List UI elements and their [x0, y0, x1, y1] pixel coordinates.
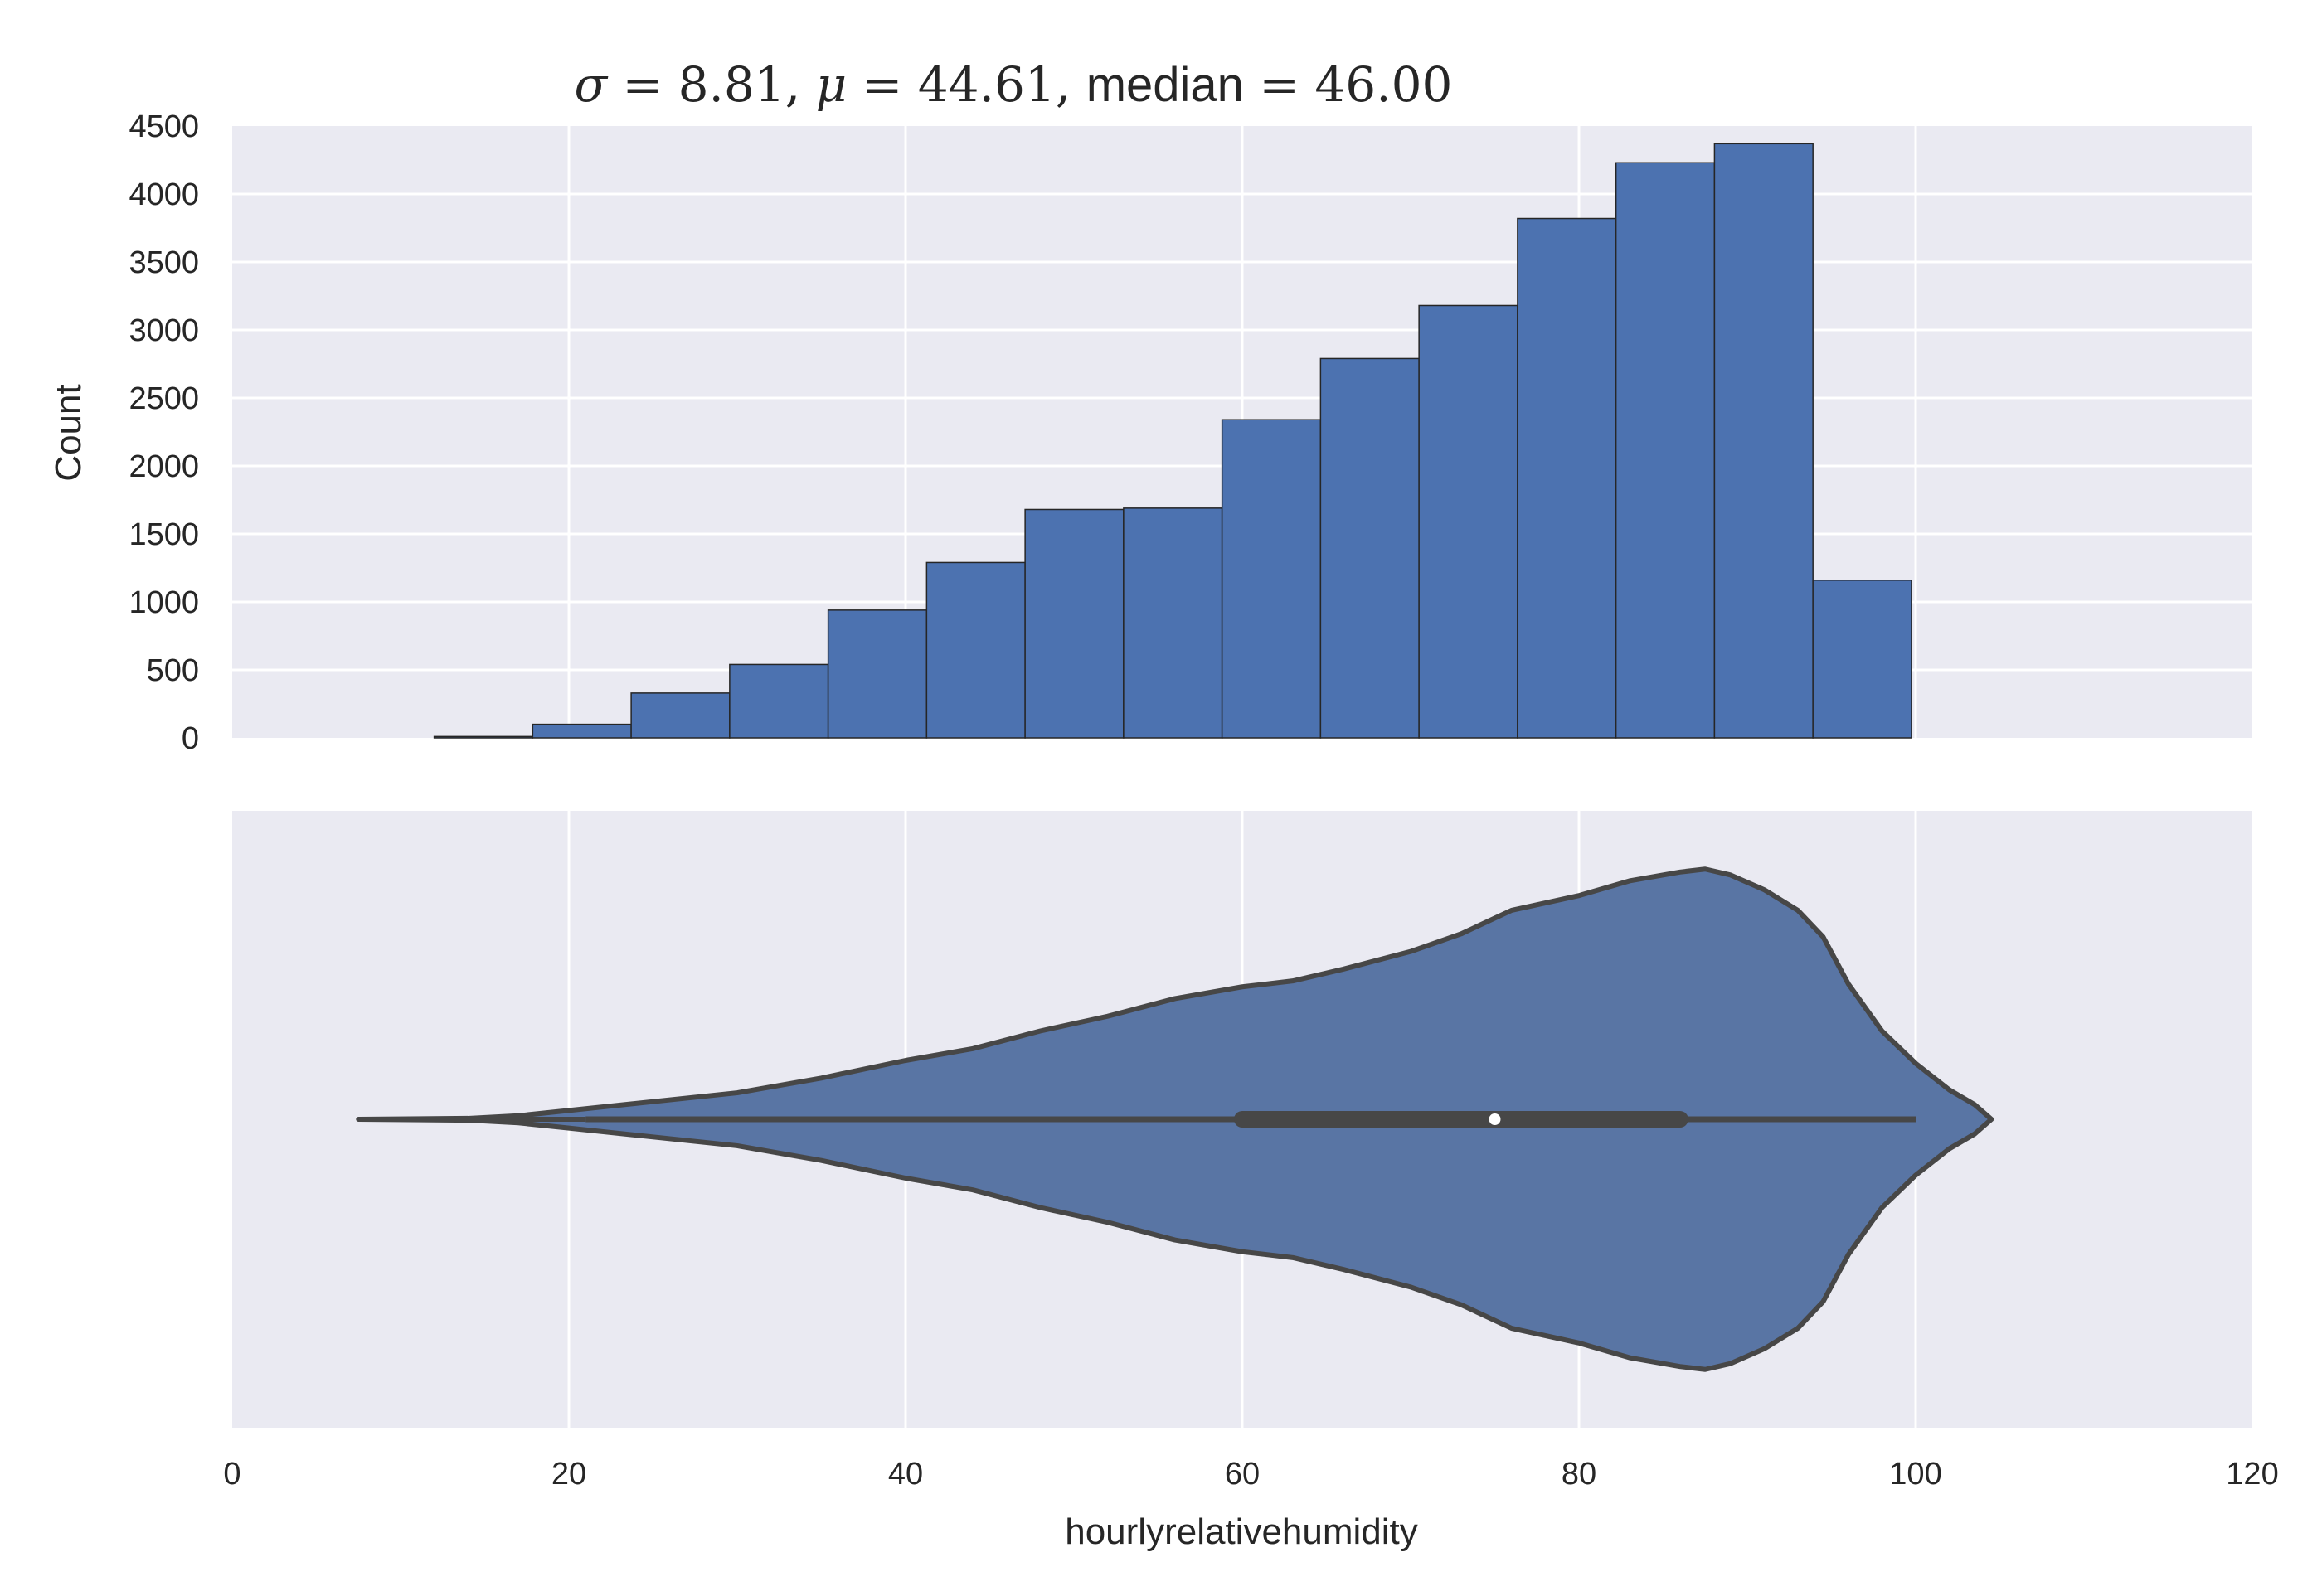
histogram-bar [630, 692, 731, 739]
histogram-bar [1812, 580, 1912, 739]
y-tick-label: 3000 [129, 313, 199, 348]
histogram-bar [1221, 419, 1322, 739]
chart-title: σ = 8.81, μ = 44.61, median = 46.00 [575, 56, 1453, 113]
y-tick-label: 4000 [129, 177, 199, 212]
title-sigma-value: = 8.81, [607, 56, 815, 113]
x-tick-label: 20 [551, 1457, 586, 1492]
histogram-bar [1615, 162, 1716, 739]
x-tick-label: 80 [1562, 1457, 1596, 1492]
title-sigma-symbol: σ [575, 56, 609, 113]
histogram-bar [1517, 217, 1617, 739]
histogram-bar [827, 609, 928, 739]
histogram-panel: 0 500 1000 1500 2000 2500 3000 3500 4000 4500 [129, 109, 2252, 756]
y-tick-label: 0 [182, 721, 199, 756]
histogram-bar [433, 735, 534, 739]
y-tick-label: 500 [147, 653, 199, 688]
histogram-bar [925, 561, 1026, 739]
title-mu-value: = 44.61, [847, 56, 1086, 113]
y-tick-label: 2000 [129, 449, 199, 484]
histogram-bar [1713, 143, 1814, 739]
x-tick-label: 100 [1889, 1457, 1941, 1492]
y-tick-label: 4500 [129, 109, 199, 144]
y-tick-label: 1000 [129, 585, 199, 620]
x-tick-label: 120 [2226, 1457, 2278, 1492]
x-tick-label: 60 [1225, 1457, 1260, 1492]
x-tick-label: 40 [888, 1457, 923, 1492]
title-median-value: = 46.00 [1244, 56, 1453, 113]
histogram-bar [532, 723, 632, 739]
x-axis-label: hourlyrelativehumidity [1065, 1511, 1418, 1552]
histogram-bar [1319, 357, 1420, 739]
x-tick-label: 0 [223, 1457, 240, 1492]
y-tick-label: 2500 [129, 381, 199, 416]
y-tick-label: 1500 [129, 517, 199, 552]
histogram-bar [1123, 507, 1223, 739]
title-mu-symbol: μ [816, 56, 848, 113]
y-axis-label: Count [48, 384, 89, 481]
y-tick-label: 3500 [129, 245, 199, 280]
title-median-word: median [1086, 58, 1244, 112]
histogram-bar [1418, 304, 1518, 739]
histogram-bar [1024, 508, 1125, 739]
violin-panel: 0 20 40 60 80 100 120 [223, 811, 2279, 1492]
violin-median-dot [1489, 1113, 1501, 1125]
histogram-bar [729, 663, 829, 739]
